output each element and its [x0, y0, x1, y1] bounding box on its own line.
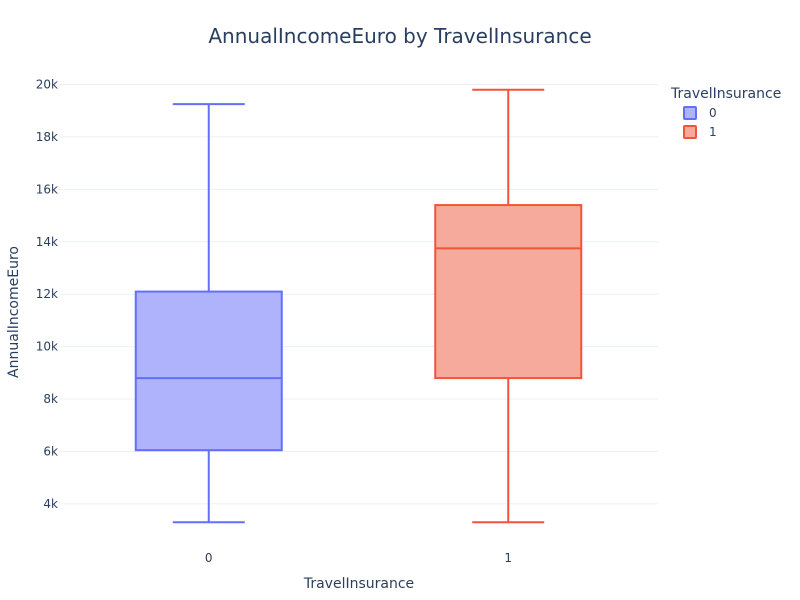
- x-axis-title: TravelInsurance: [303, 576, 414, 592]
- x-tick-label: 0: [205, 551, 213, 565]
- y-tick-label: 20k: [36, 77, 58, 91]
- box-plot-1: [434, 88, 583, 524]
- legend-item-1[interactable]: 1: [683, 125, 717, 139]
- y-tick-label: 12k: [36, 287, 58, 301]
- legend-label: 1: [709, 125, 717, 139]
- legend-item-0[interactable]: 0: [683, 106, 717, 120]
- legend-swatch: [683, 125, 697, 139]
- legend: TravelInsurance 01: [670, 86, 781, 139]
- legend-swatch: [683, 106, 697, 120]
- box-plot-0: [134, 103, 283, 524]
- y-tick-label: 10k: [36, 340, 58, 354]
- box-plots: [134, 88, 583, 524]
- y-tick-label: 4k: [43, 497, 58, 511]
- y-tick-label: 14k: [36, 235, 58, 249]
- y-tick-label: 8k: [43, 392, 58, 406]
- y-axis-title: AnnualIncomeEuro: [6, 246, 22, 378]
- iqr-box: [134, 290, 283, 452]
- y-tick-labels: 4k 6k 8k 10k 12k 14k 16k 18k 20k: [36, 77, 58, 510]
- y-tick-label: 6k: [43, 444, 58, 458]
- legend-label: 0: [709, 106, 717, 120]
- y-tick-label: 18k: [36, 130, 58, 144]
- x-tick-label: 1: [504, 551, 512, 565]
- legend-items: 01: [683, 106, 717, 139]
- y-tick-label: 16k: [36, 182, 58, 196]
- legend-title: TravelInsurance: [670, 86, 781, 102]
- chart-title: AnnualIncomeEuro by TravelInsurance: [208, 24, 591, 48]
- iqr-box: [434, 204, 583, 380]
